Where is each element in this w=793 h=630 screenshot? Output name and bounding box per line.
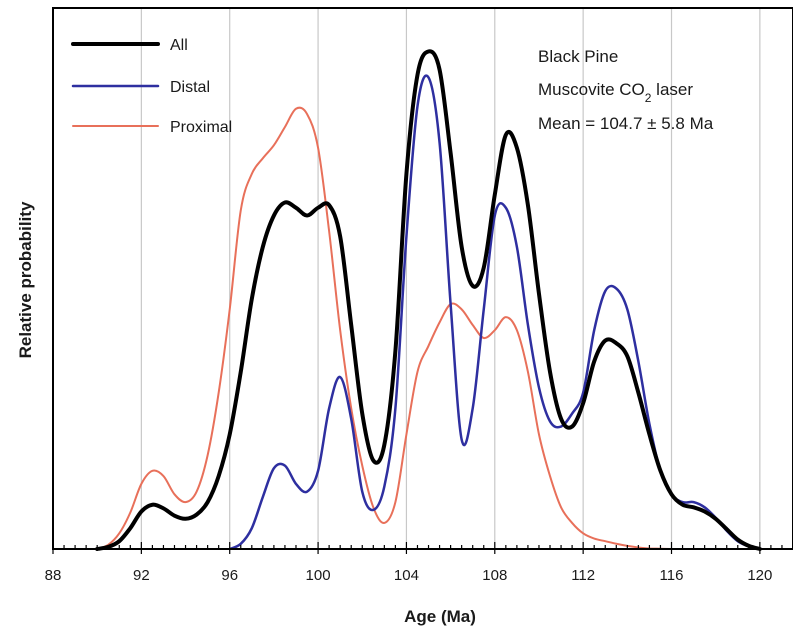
- annotation-method: Muscovite CO2 laser: [538, 80, 693, 105]
- vertical-gridlines: [140, 8, 761, 549]
- x-tick-label-108: 108: [482, 567, 507, 584]
- series-line-all: [95, 49, 762, 551]
- y-axis-label: Relative probability: [16, 201, 35, 358]
- annotation-method-main: Muscovite CO: [538, 80, 645, 99]
- x-tick-label-96: 96: [221, 567, 238, 584]
- series-line-proximal: [96, 106, 673, 550]
- annotation-mean: Mean = 104.7 ± 5.8 Ma: [538, 114, 714, 133]
- legend-label-distal: Distal: [170, 79, 210, 96]
- x-tick-label-92: 92: [133, 567, 150, 584]
- axes: [52, 7, 793, 550]
- x-tick-label-100: 100: [306, 567, 331, 584]
- series-lines: [95, 49, 762, 551]
- plot-frame: [52, 7, 793, 550]
- x-tick-label-116: 116: [660, 567, 684, 584]
- legend-label-proximal: Proximal: [170, 119, 232, 136]
- annotation-box: Black Pine Muscovite CO2 laser Mean = 10…: [538, 47, 714, 133]
- x-axis-tick-labels: 88 92 96 100 104 108 112 116 120: [45, 567, 773, 584]
- legend-label-all: All: [170, 37, 188, 54]
- legend: All Distal Proximal: [71, 37, 232, 136]
- x-axis-label: Age (Ma): [404, 607, 476, 626]
- annotation-method-suffix: laser: [651, 80, 693, 99]
- x-tick-label-120: 120: [747, 567, 772, 584]
- x-tick-label-88: 88: [45, 567, 62, 584]
- annotation-site: Black Pine: [538, 47, 618, 66]
- annotation-method-subscript: 2: [645, 91, 652, 105]
- x-axis-ticks: [52, 542, 793, 554]
- x-tick-label-112: 112: [571, 567, 595, 584]
- x-tick-label-104: 104: [394, 567, 419, 584]
